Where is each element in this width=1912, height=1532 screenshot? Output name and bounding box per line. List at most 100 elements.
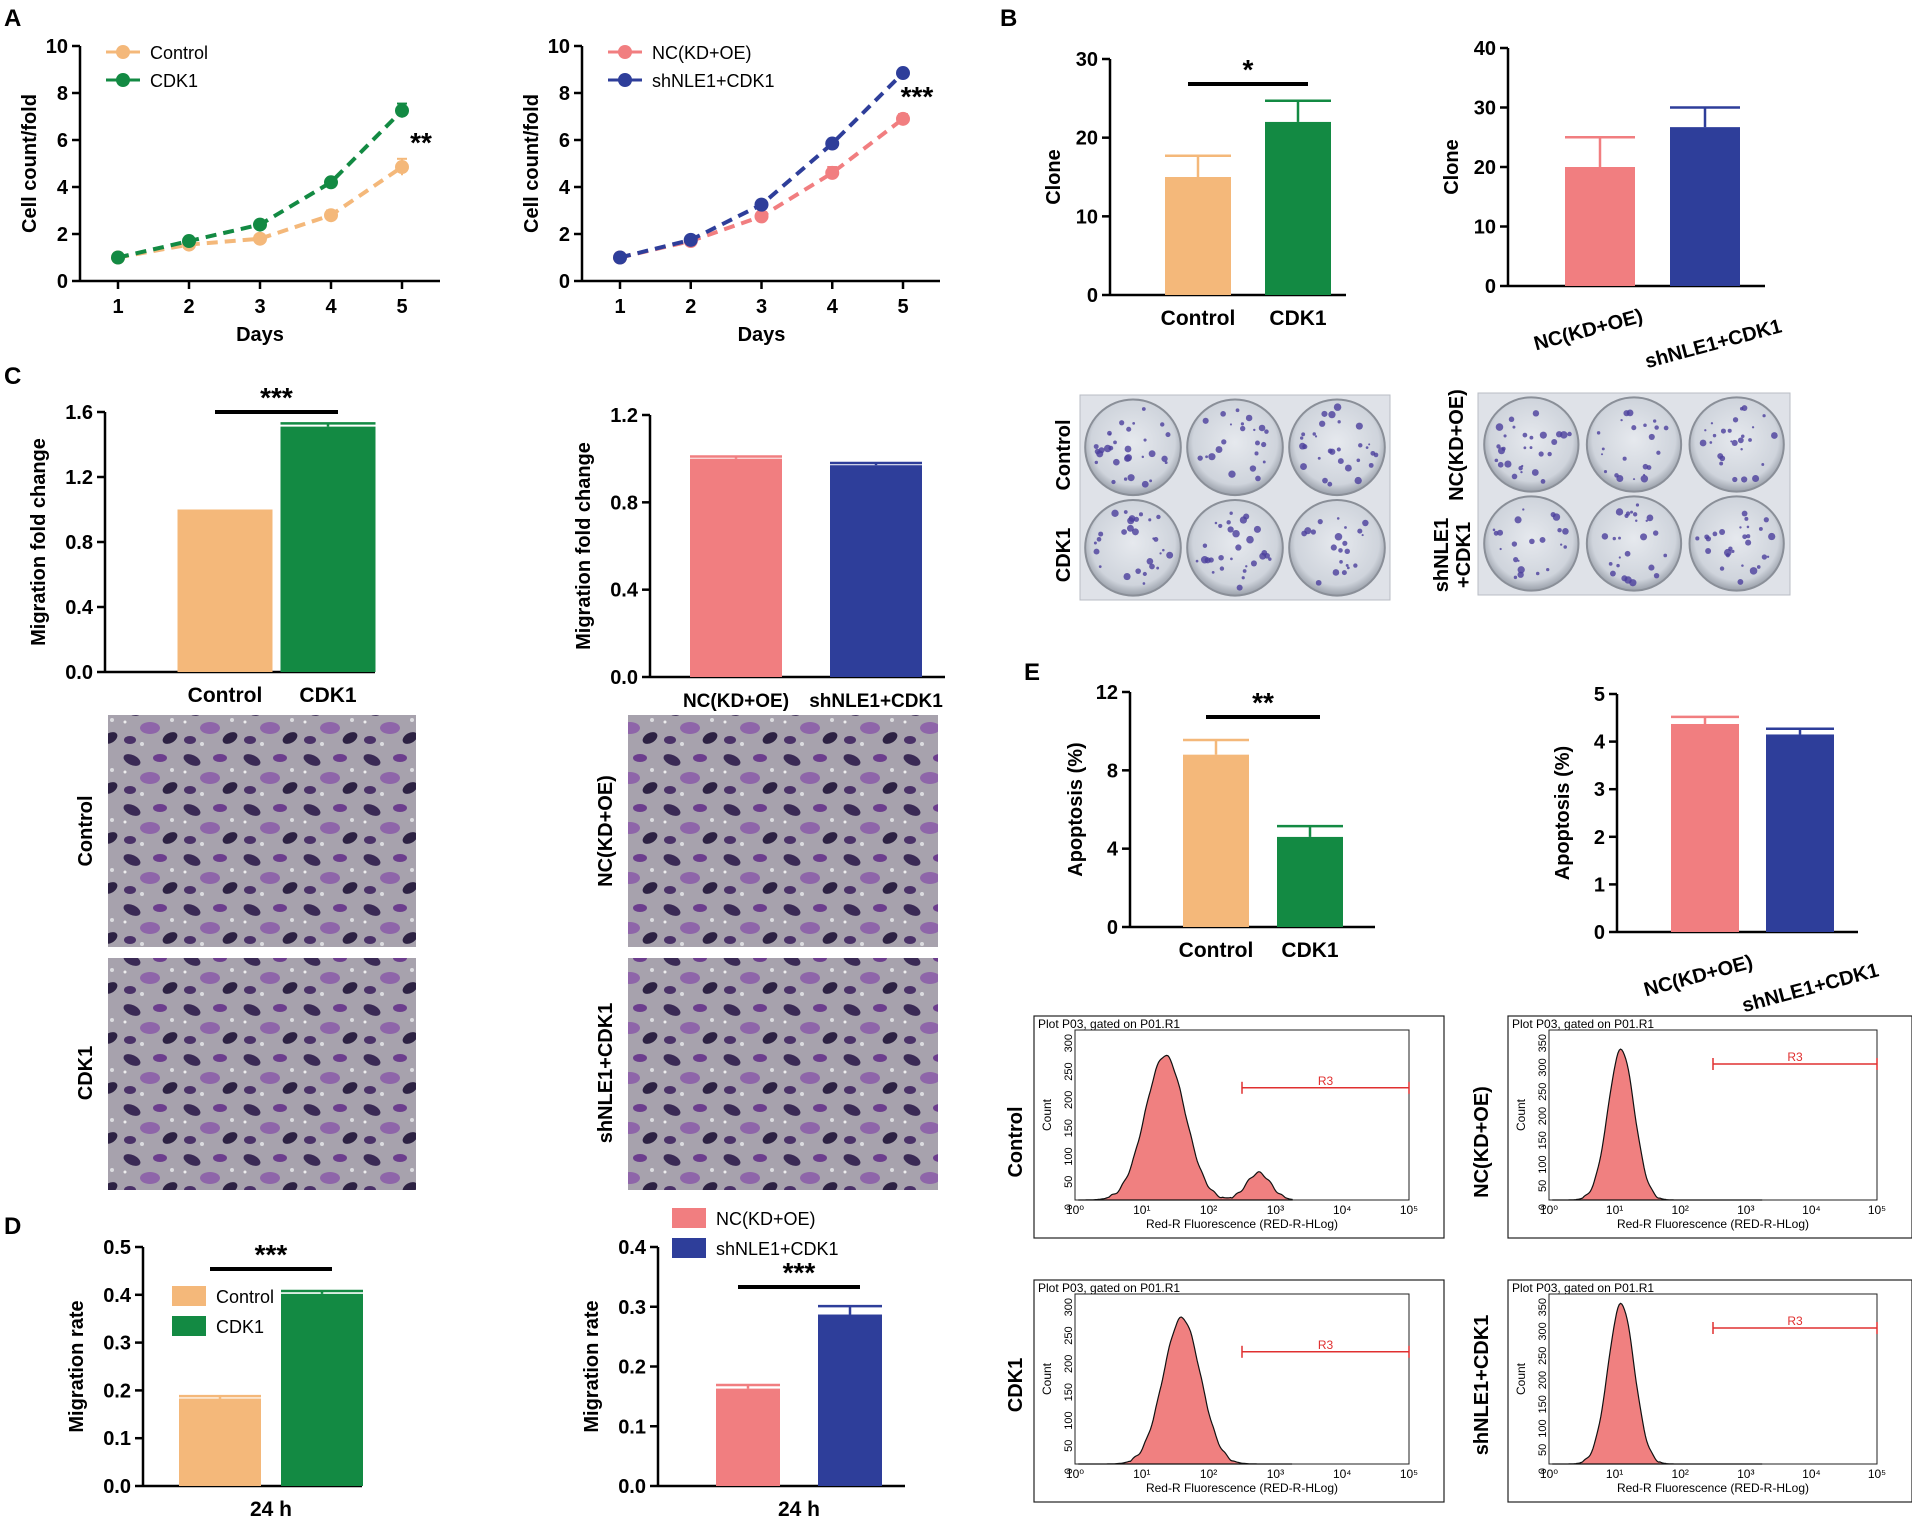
- bar-cdk1: [281, 1293, 363, 1486]
- panel-label-c: C: [4, 363, 21, 390]
- colony: [1261, 441, 1267, 448]
- legend-swatch: [172, 1316, 206, 1336]
- colony: [1763, 517, 1769, 523]
- colony: [1094, 460, 1099, 465]
- legend-label: NC(KD+OE): [716, 1209, 816, 1229]
- legend-label: CDK1: [150, 71, 198, 91]
- legend-label: shNLE1+CDK1: [716, 1239, 839, 1259]
- colony: [1113, 458, 1120, 466]
- colony: [1333, 403, 1342, 411]
- y-tick-label: 0: [1594, 922, 1605, 944]
- y-tick-label: 0.0: [610, 667, 638, 689]
- colony: [1656, 450, 1661, 455]
- chart-b1-clone-control-vs-cdk1: 0 10 20 30 Clone Control CDK1 *: [1043, 49, 1346, 330]
- colony: [1695, 536, 1700, 541]
- colony: [1164, 461, 1168, 465]
- well: [1483, 396, 1580, 493]
- colony: [1334, 532, 1343, 541]
- y-tick-label: 0.0: [65, 662, 93, 684]
- data-point: [683, 232, 698, 247]
- colony: [1228, 470, 1236, 478]
- colony: [1508, 416, 1515, 423]
- colony: [1299, 442, 1306, 450]
- colony: [1654, 425, 1659, 430]
- colony: [1531, 469, 1539, 476]
- y-axis-title: Apoptosis (%): [1552, 746, 1574, 880]
- colony: [1492, 528, 1496, 532]
- flow-y-tick-label: 150: [1537, 1131, 1549, 1149]
- legend-label: Control: [150, 43, 208, 63]
- colony: [1264, 429, 1269, 434]
- flow-plot-title: Plot P03, gated on P01.R1: [1038, 1017, 1180, 1031]
- flow-y-tick-label: 250: [1063, 1326, 1075, 1344]
- colony: [1631, 425, 1637, 431]
- y-axis-title: Clone: [1043, 149, 1065, 205]
- colony: [1362, 519, 1369, 527]
- colony: [1535, 571, 1540, 576]
- flow-y-tick-label: 200: [1537, 1371, 1549, 1389]
- bar-nckdoe: [690, 458, 782, 677]
- x-tick-label: 1: [614, 296, 625, 318]
- well: [1688, 495, 1785, 592]
- y-tick-label: 1.2: [610, 405, 638, 427]
- y-tick-label: 0.2: [103, 1380, 131, 1402]
- colony: [1226, 520, 1231, 525]
- y-tick-label: 0.1: [618, 1416, 646, 1438]
- y-axis-title: Cell count/fold: [19, 94, 41, 233]
- bar-control: [1183, 754, 1249, 927]
- flow-y-tick-label: 300: [1537, 1322, 1549, 1340]
- x-category-label: NC(KD+OE): [1532, 305, 1646, 355]
- flow-x-axis-title: Red-R Fluorescence (RED-R-HLog): [1617, 1481, 1809, 1495]
- colony: [1712, 531, 1718, 537]
- colony: [1123, 572, 1131, 581]
- y-tick-label: 2: [1594, 827, 1605, 849]
- flow-x-axis-title: Red-R Fluorescence (RED-R-HLog): [1146, 1481, 1338, 1495]
- colony: [1719, 461, 1724, 466]
- colony: [1616, 563, 1620, 568]
- clone-row-label-sh-line2: +CDK1: [1453, 522, 1475, 588]
- colony: [1149, 479, 1153, 483]
- colony: [1165, 432, 1171, 438]
- colony: [1123, 477, 1128, 481]
- colony: [1663, 425, 1669, 431]
- colony: [1739, 406, 1744, 411]
- colony: [1124, 445, 1132, 453]
- colony: [1356, 458, 1361, 463]
- flow-y-tick-label: 200: [1063, 1091, 1075, 1109]
- x-tick-label: 5: [897, 296, 908, 318]
- colony: [1603, 470, 1608, 474]
- colony: [1135, 568, 1141, 574]
- colony: [1648, 564, 1655, 571]
- plate-wells-right: [1483, 396, 1785, 592]
- colony: [1730, 440, 1733, 443]
- colony: [1368, 462, 1374, 468]
- panel-label-e: E: [1024, 659, 1040, 686]
- flow-x-tick-label: 10¹: [1606, 1467, 1623, 1481]
- flow-row-label-nc: NC(KD+OE): [1471, 1086, 1493, 1198]
- colony: [1241, 576, 1245, 580]
- bar-shnle1cdk1: [830, 465, 922, 677]
- x-category-label: Control: [1161, 307, 1236, 330]
- colony: [1562, 528, 1569, 535]
- flow-histogram-nc: Plot P03, gated on P01.R1 0 50 100 150 200 250…: [1507, 1015, 1912, 1239]
- y-tick-label: 0.0: [103, 1476, 131, 1498]
- colony: [1523, 446, 1527, 450]
- migration-row-label-cdk1: CDK1: [75, 1046, 97, 1100]
- data-point: [111, 250, 125, 265]
- x-tick-label: 5: [396, 296, 407, 318]
- y-tick-label: 20: [1474, 157, 1496, 179]
- colony: [1138, 512, 1144, 517]
- y-tick-label: 0.4: [65, 597, 94, 619]
- colony: [1615, 508, 1624, 516]
- migration-image-control: [108, 715, 416, 947]
- series-line-0: [619, 117, 905, 260]
- bar-cdk1: [1265, 121, 1331, 295]
- colony: [1242, 569, 1247, 573]
- colony: [1560, 431, 1568, 439]
- x-tick-label: 4: [325, 296, 337, 318]
- colony: [1126, 524, 1134, 532]
- colony: [1643, 423, 1647, 428]
- y-tick-label: 0: [559, 271, 570, 293]
- flow-y-tick-label: 100: [1063, 1411, 1075, 1429]
- colony: [1744, 516, 1749, 521]
